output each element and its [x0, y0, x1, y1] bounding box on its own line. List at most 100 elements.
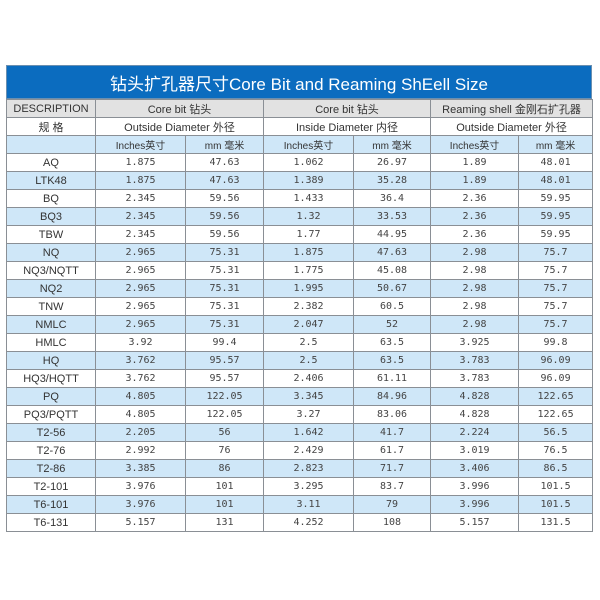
row-value: 2.98	[430, 261, 520, 280]
row-value: 3.783	[430, 351, 520, 370]
row-value: 2.429	[263, 441, 355, 460]
row-value: 99.4	[184, 333, 265, 352]
row-description: T2-56	[6, 423, 96, 442]
table-row: HMLC 3.92 99.4 2.5 63.5 3.925 99.8	[6, 333, 594, 352]
table-row: BQ 2.345 59.56 1.433 36.4 2.36 59.95	[6, 189, 594, 208]
row-value: 79	[353, 495, 432, 514]
row-value: 59.95	[518, 207, 594, 226]
row-value: 3.783	[430, 369, 520, 388]
row-value: 2.345	[95, 225, 186, 244]
row-value: 4.828	[430, 405, 520, 424]
row-value: 1.875	[263, 243, 355, 262]
size-table: DESCRIPTION Core bit 钻头 Core bit 钻头 Ream…	[6, 99, 594, 532]
row-value: 95.57	[184, 369, 265, 388]
row-value: 59.95	[518, 225, 594, 244]
unit-mm: mm 毫米	[184, 135, 265, 154]
row-value: 2.345	[95, 189, 186, 208]
row-value: 2.992	[95, 441, 186, 460]
row-value: 3.92	[95, 333, 186, 352]
row-value: 3.019	[430, 441, 520, 460]
table-row: T6-101 3.976 101 3.11 79 3.996 101.5	[6, 495, 594, 514]
row-description: HQ3/HQTT	[6, 369, 96, 388]
table-row: PQ 4.805 122.05 3.345 84.96 4.828 122.65	[6, 387, 594, 406]
row-value: 2.965	[95, 297, 186, 316]
row-value: 1.995	[263, 279, 355, 298]
row-value: 4.805	[95, 387, 186, 406]
row-value: 3.762	[95, 369, 186, 388]
row-value: 59.95	[518, 189, 594, 208]
row-value: 2.98	[430, 315, 520, 334]
row-value: 1.77	[263, 225, 355, 244]
row-value: 5.157	[430, 513, 520, 532]
row-description: T6-131	[6, 513, 96, 532]
unit-inches: Inches英寸	[430, 135, 520, 154]
row-description: TNW	[6, 297, 96, 316]
row-value: 33.53	[353, 207, 432, 226]
units-blank	[6, 135, 96, 154]
row-value: 3.295	[263, 477, 355, 496]
row-value: 75.7	[518, 279, 594, 298]
row-value: 3.345	[263, 387, 355, 406]
row-value: 75.31	[184, 279, 265, 298]
row-value: 101	[184, 477, 265, 496]
row-value: 59.56	[184, 225, 265, 244]
row-value: 75.7	[518, 315, 594, 334]
row-value: 2.965	[95, 261, 186, 280]
row-description: T2-86	[6, 459, 96, 478]
row-value: 56.5	[518, 423, 594, 442]
group-header-core-bit-id: Core bit 钻头	[263, 99, 432, 118]
row-description: T2-101	[6, 477, 96, 496]
row-value: 1.89	[430, 171, 520, 190]
row-value: 59.56	[184, 189, 265, 208]
row-value: 48.01	[518, 153, 594, 172]
row-value: 2.382	[263, 297, 355, 316]
table-row: NQ2 2.965 75.31 1.995 50.67 2.98 75.7	[6, 279, 594, 298]
row-value: 3.976	[95, 495, 186, 514]
row-value: 86	[184, 459, 265, 478]
row-value: 3.976	[95, 477, 186, 496]
row-description: NQ	[6, 243, 96, 262]
row-value: 41.7	[353, 423, 432, 442]
row-value: 99.8	[518, 333, 594, 352]
table-row: T6-131 5.157 131 4.252 108 5.157 131.5	[6, 513, 594, 532]
row-value: 75.31	[184, 243, 265, 262]
size-table-container: 钻头扩孔器尺寸Core Bit and Reaming ShEell Size …	[6, 65, 594, 532]
row-value: 3.996	[430, 477, 520, 496]
row-value: 122.65	[518, 405, 594, 424]
row-value: 95.57	[184, 351, 265, 370]
row-value: 2.406	[263, 369, 355, 388]
row-value: 75.7	[518, 297, 594, 316]
row-value: 2.965	[95, 315, 186, 334]
row-value: 122.05	[184, 387, 265, 406]
row-description: NMLC	[6, 315, 96, 334]
table-row: TNW 2.965 75.31 2.382 60.5 2.98 75.7	[6, 297, 594, 316]
row-value: 4.828	[430, 387, 520, 406]
row-value: 2.36	[430, 189, 520, 208]
row-value: 3.925	[430, 333, 520, 352]
table-row: AQ 1.875 47.63 1.062 26.97 1.89 48.01	[6, 153, 594, 172]
row-description: T2-76	[6, 441, 96, 460]
row-value: 1.062	[263, 153, 355, 172]
row-value: 1.775	[263, 261, 355, 280]
row-value: 35.28	[353, 171, 432, 190]
table-row: NQ 2.965 75.31 1.875 47.63 2.98 75.7	[6, 243, 594, 262]
table-row: NQ3/NQTT 2.965 75.31 1.775 45.08 2.98 75.7	[6, 261, 594, 280]
row-value: 2.224	[430, 423, 520, 442]
row-value: 26.97	[353, 153, 432, 172]
row-value: 45.08	[353, 261, 432, 280]
table-row: T2-86 3.385 86 2.823 71.7 3.406 86.5	[6, 459, 594, 478]
table-row: BQ3 2.345 59.56 1.32 33.53 2.36 59.95	[6, 207, 594, 226]
subgroup-outside-diameter-reaming: Outside Diameter 外径	[430, 117, 594, 136]
description-header: DESCRIPTION	[6, 99, 96, 118]
row-value: 76.5	[518, 441, 594, 460]
table-row: PQ3/PQTT 4.805 122.05 3.27 83.06 4.828 122.65	[6, 405, 594, 424]
row-value: 56	[184, 423, 265, 442]
table-row: T2-56 2.205 56 1.642 41.7 2.224 56.5	[6, 423, 594, 442]
row-value: 36.4	[353, 189, 432, 208]
row-value: 2.36	[430, 225, 520, 244]
unit-mm: mm 毫米	[353, 135, 432, 154]
row-description: NQ3/NQTT	[6, 261, 96, 280]
row-value: 101.5	[518, 477, 594, 496]
table-row: TBW 2.345 59.56 1.77 44.95 2.36 59.95	[6, 225, 594, 244]
row-value: 86.5	[518, 459, 594, 478]
